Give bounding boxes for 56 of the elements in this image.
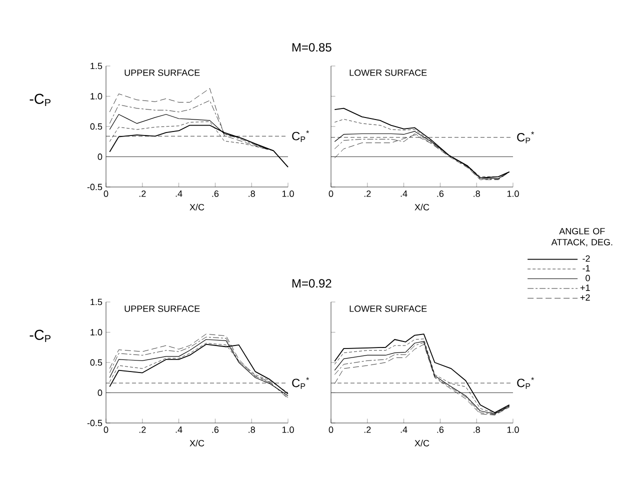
annotation: LOWER SURFACE xyxy=(350,70,427,76)
y-tick-label: 0 xyxy=(98,390,102,396)
x-tick-label: .2 xyxy=(364,426,371,433)
x-tick-label: .6 xyxy=(212,426,219,433)
x-tick-label: .6 xyxy=(212,190,219,197)
annotation: LOWER SURFACE xyxy=(350,306,427,312)
x-tick-label: .2 xyxy=(139,190,146,197)
x-tick-label: 0 xyxy=(328,190,334,197)
x-axis-title: X/C xyxy=(414,204,430,210)
y-axis-title: -C$_{P}$ xyxy=(30,94,50,106)
x-axis-title: X/C xyxy=(414,440,430,446)
y-tick-label: 0.5 xyxy=(90,123,102,130)
x-tick-label: .6 xyxy=(437,426,444,433)
x-tick-label: 1.0 xyxy=(282,190,294,197)
text: +1 xyxy=(580,284,590,291)
ref-line-label: C$_{P}$* xyxy=(292,130,310,142)
chart-title: M=0.92 xyxy=(292,279,332,288)
legend-title: ANGLE OF ATTACK, DEG. xyxy=(551,228,612,246)
x-tick-label: .6 xyxy=(437,190,444,197)
x-tick-label: .8 xyxy=(248,426,255,433)
x-tick-label: 0 xyxy=(104,190,108,197)
x-tick-label: .2 xyxy=(139,426,146,433)
x-tick-label: 1.0 xyxy=(282,426,294,433)
text: 0 xyxy=(586,274,590,282)
x-tick-label: 1.0 xyxy=(507,190,519,197)
x-tick-label: 0 xyxy=(104,426,108,433)
y-tick-label: -0.5 xyxy=(87,420,102,426)
ref-line-label: C$_{P}$* xyxy=(517,377,534,389)
x-tick-label: 1.0 xyxy=(507,426,519,433)
x-tick-label: .2 xyxy=(364,190,371,197)
ref-line-label: C$_{P}$* xyxy=(517,132,534,144)
x-tick-label: .4 xyxy=(400,190,408,197)
x-tick-label: .8 xyxy=(248,190,255,197)
x-tick-label: .4 xyxy=(176,190,182,197)
text: +2 xyxy=(580,294,590,301)
chart-title: M=0.85 xyxy=(292,43,332,52)
y-tick-label: 0 xyxy=(98,154,102,160)
x-tick-label: .4 xyxy=(176,426,182,433)
y-tick-label: 1.5 xyxy=(90,298,102,306)
y-tick-label: 0.5 xyxy=(90,359,102,366)
y-tick-label: 1.0 xyxy=(90,93,102,100)
x-axis-title: X/C xyxy=(190,440,204,446)
x-tick-label: .8 xyxy=(474,190,480,197)
x-tick-label: .4 xyxy=(400,426,408,433)
ref-line-label: C$_{P}$* xyxy=(292,377,310,389)
y-axis-title: -C$_{P}$ xyxy=(30,330,50,342)
x-tick-label: .8 xyxy=(474,426,480,433)
y-tick-label: 1.5 xyxy=(90,62,102,70)
text: -2 xyxy=(582,255,590,262)
y-tick-label: 1.0 xyxy=(90,329,102,336)
x-axis-title: X/C xyxy=(190,204,204,210)
y-tick-label: -0.5 xyxy=(87,184,102,190)
text: -1 xyxy=(582,265,590,272)
annotation: UPPER SURFACE xyxy=(124,70,200,76)
annotation: UPPER SURFACE xyxy=(124,306,200,312)
x-tick-label: 0 xyxy=(328,426,334,433)
